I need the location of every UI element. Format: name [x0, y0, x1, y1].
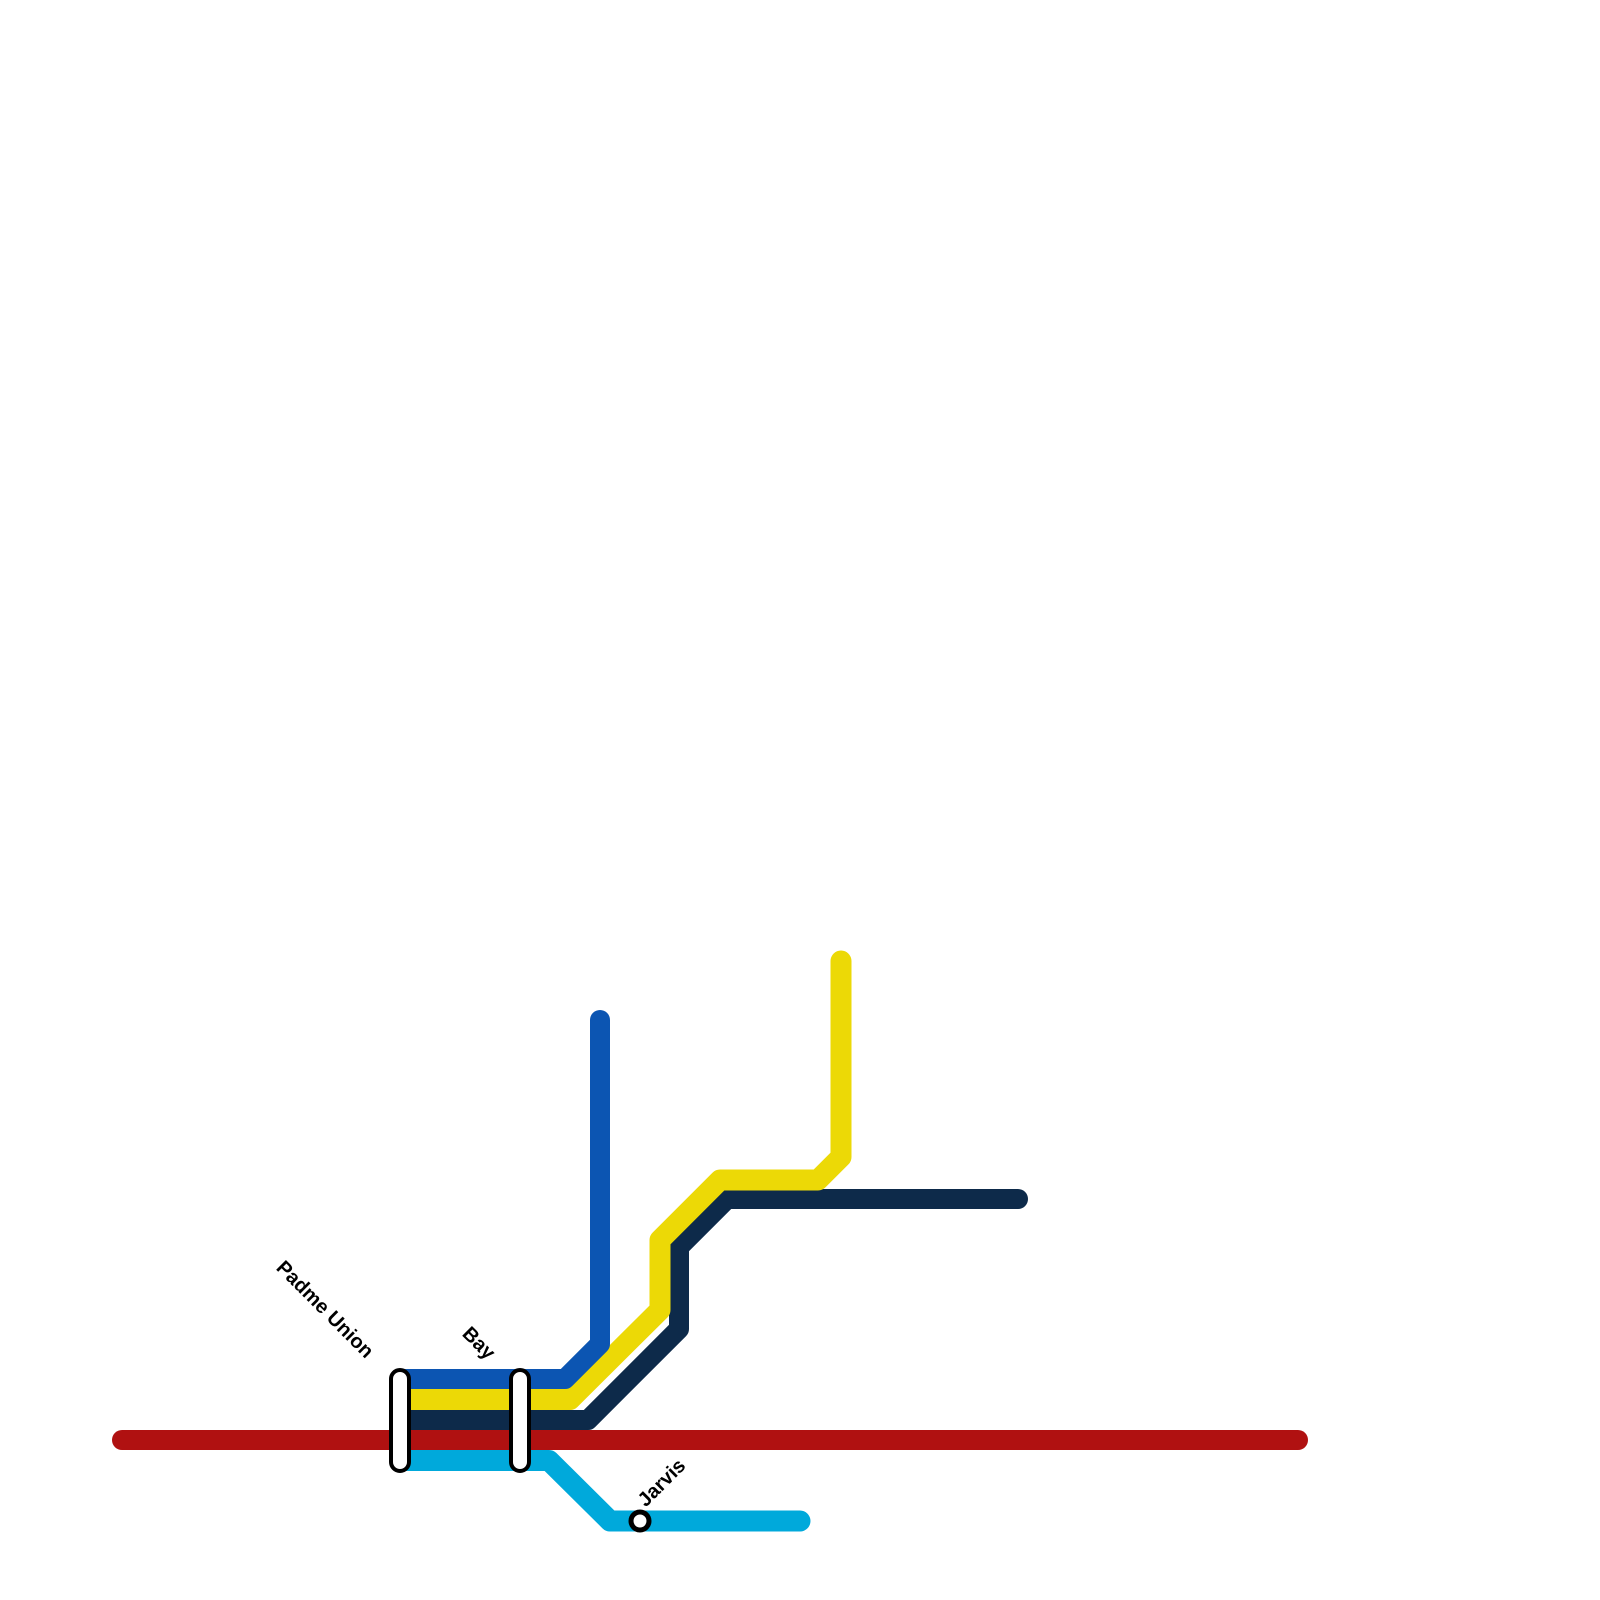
station-marker-padme-union — [389, 1368, 411, 1473]
station-marker-bay — [509, 1368, 531, 1473]
blue-line — [392, 1010, 610, 1389]
navy-line — [392, 1189, 1028, 1430]
cyan-line — [391, 1450, 811, 1532]
station-marker-jarvis — [628, 1509, 652, 1533]
yellow-line — [391, 950, 852, 1410]
